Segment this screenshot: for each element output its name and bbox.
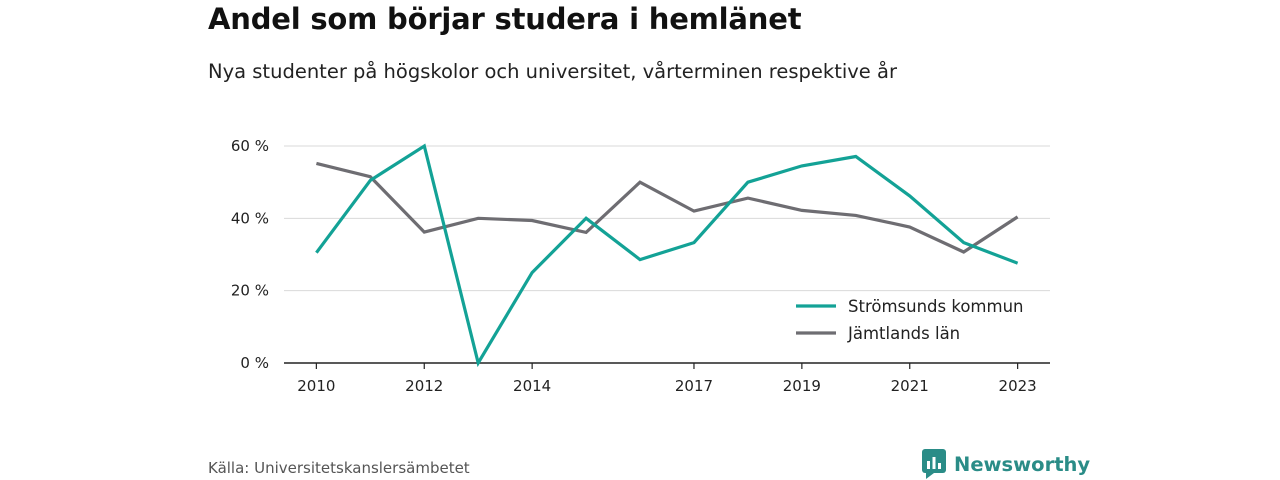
legend-label: Jämtlands län bbox=[847, 324, 960, 343]
brand-name: Newsworthy bbox=[954, 452, 1091, 476]
x-tick-label: 2017 bbox=[675, 377, 713, 395]
line-chart: 0 % 20 % 40 % 60 % 2010 2012 2014 2017 2019 2021 2… bbox=[231, 137, 1050, 395]
x-tick-label: 2023 bbox=[999, 377, 1037, 395]
x-tick-label: 2019 bbox=[783, 377, 821, 395]
chart-title: Andel som börjar studera i hemlänet bbox=[208, 2, 802, 36]
source-note: Källa: Universitetskanslersämbetet bbox=[208, 459, 470, 477]
x-tick-label: 2012 bbox=[405, 377, 443, 395]
y-tick-label: 40 % bbox=[231, 209, 269, 227]
x-tick-label: 2010 bbox=[297, 377, 335, 395]
chart-subtitle: Nya studenter på högskolor och universit… bbox=[208, 60, 897, 83]
series-line-jamtland bbox=[316, 161, 1019, 254]
y-tick-label: 60 % bbox=[231, 137, 269, 155]
x-tick-label: 2021 bbox=[891, 377, 929, 395]
series-line-stromsund bbox=[315, 143, 1019, 368]
y-tick-label: 20 % bbox=[231, 282, 269, 300]
y-tick-label: 0 % bbox=[240, 354, 269, 372]
legend-label: Strömsunds kommun bbox=[848, 297, 1023, 316]
x-tick-label: 2014 bbox=[513, 377, 551, 395]
newsworthy-logo-icon bbox=[922, 449, 946, 479]
brand-logo[interactable]: Newsworthy bbox=[922, 449, 1090, 479]
